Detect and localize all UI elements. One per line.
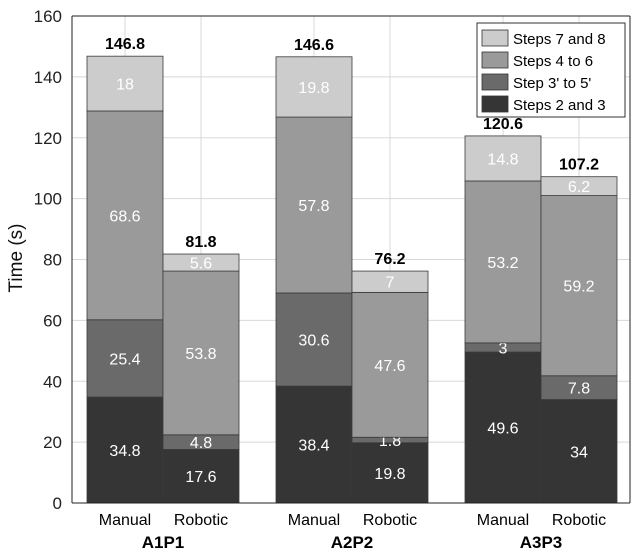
legend-swatch: [481, 29, 509, 47]
segment-value-label: 57.8: [298, 198, 329, 215]
segment-value-label: 68.6: [109, 208, 140, 225]
y-tick-label: 140: [34, 68, 62, 87]
segment-value-label: 17.6: [185, 469, 216, 486]
x-category-label: Robotic: [363, 512, 417, 529]
bar-segment: [86, 396, 164, 504]
segment-value-label: 4.8: [190, 435, 212, 452]
legend: Steps 7 and 8 Steps 4 to 6 Step 3' to 5' St…: [476, 22, 626, 118]
y-tick-label: 40: [43, 372, 62, 391]
x-group-label: A1P1: [142, 533, 185, 552]
y-tick-label: 20: [43, 433, 62, 452]
bar-total-label: 107.2: [559, 157, 599, 174]
segment-value-label: 19.8: [298, 80, 329, 97]
segment-value-label: 53.8: [185, 346, 216, 363]
bar-segment: [464, 351, 542, 504]
y-tick-label: 80: [43, 251, 62, 270]
segment-value-label: 7.8: [568, 381, 590, 398]
segment-value-label: 6.2: [568, 179, 590, 196]
bar-total-label: 76.2: [374, 251, 405, 268]
legend-label: Steps 7 and 8: [513, 31, 606, 48]
segment-value-label: 47.6: [374, 358, 405, 375]
segment-value-label: 53.2: [487, 255, 518, 272]
legend-swatch: [481, 95, 509, 113]
segment-value-label: 5.6: [190, 256, 212, 273]
bar-segment: [86, 55, 164, 112]
segment-value-label: 7: [386, 275, 395, 292]
bar-segment: [275, 385, 353, 504]
legend-label: Steps 4 to 6: [513, 53, 593, 70]
bar-segment: [464, 180, 542, 344]
bar-total-label: 146.6: [294, 37, 334, 54]
bar-segment: [540, 399, 618, 504]
y-tick-label: 160: [34, 7, 62, 26]
x-category-label: Robotic: [174, 512, 228, 529]
legend-label: Steps 2 and 3: [513, 97, 606, 114]
x-category-label: Manual: [477, 512, 529, 529]
y-tick-label: 0: [53, 494, 62, 513]
segment-value-label: 34.8: [109, 443, 140, 460]
bar-segment: [275, 116, 353, 294]
x-category-label: Manual: [99, 512, 151, 529]
segment-value-label: 14.8: [487, 151, 518, 168]
bar-segment: [275, 292, 353, 387]
bar-total-label: 81.8: [185, 234, 216, 251]
y-tick-label: 120: [34, 129, 62, 148]
bar-segment: [540, 176, 618, 196]
legend-label: Step 3' to 5': [513, 75, 591, 92]
y-tick-label: 60: [43, 311, 62, 330]
bar-segment: [162, 253, 240, 272]
x-group-label: A2P2: [331, 533, 374, 552]
segment-value-label: 18: [116, 77, 134, 94]
bar-segment: [86, 110, 164, 321]
bar-segment: [162, 270, 240, 436]
legend-swatch: [481, 73, 509, 91]
y-axis-label: Time (s): [6, 224, 27, 293]
bar-segment: [351, 291, 429, 438]
bar-total-label: 120.6: [483, 116, 523, 133]
segment-value-label: 3: [499, 340, 508, 357]
segment-value-label: 19.8: [374, 466, 405, 483]
segment-value-label: 49.6: [487, 421, 518, 438]
x-group-label: A3P3: [520, 533, 563, 552]
segment-value-label: 59.2: [563, 279, 594, 296]
bar-segment: [351, 270, 429, 293]
axis-layer: 0 20 40 60 80 100 120 140 160 Manual Robotic Manual…: [34, 7, 631, 552]
bar-segment: [540, 195, 618, 377]
bar-segment: [464, 135, 542, 182]
bar-layer: 34.8 25.4 68.6 18 146.8 17.6 4.8 53.8 5.6 81.8 38.…: [86, 36, 618, 504]
segment-value-label: 25.4: [109, 351, 140, 368]
bar-total-label: 146.8: [105, 36, 145, 53]
x-category-label: Robotic: [552, 512, 606, 529]
segment-value-label: 34: [570, 444, 588, 461]
segment-value-label: 30.6: [298, 333, 329, 350]
bar-segment: [275, 56, 353, 118]
y-tick-label: 100: [34, 190, 62, 209]
segment-value-label: 38.4: [298, 438, 329, 455]
x-category-label: Manual: [288, 512, 340, 529]
bar-segment: [351, 442, 429, 504]
legend-swatch: [481, 51, 509, 69]
